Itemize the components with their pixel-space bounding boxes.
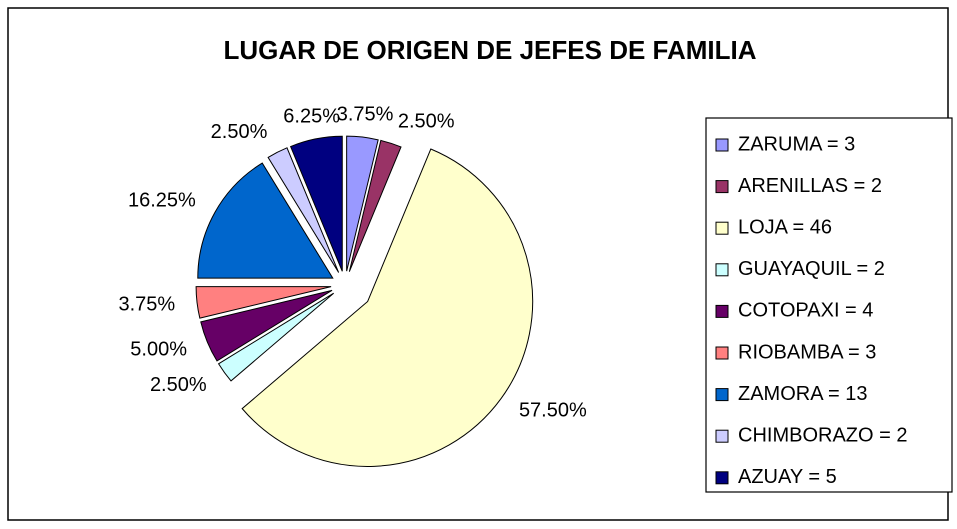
pie-slice [346, 135, 379, 272]
legend-swatch [715, 221, 729, 235]
pie-slice [200, 289, 333, 362]
data-label: 3.75% [337, 103, 394, 125]
legend-label: GUAYAQUIL = 2 [738, 258, 885, 280]
pie-slice [217, 292, 334, 382]
legend-label: ZAMORA = 13 [738, 383, 868, 405]
data-label: 6.25% [283, 106, 340, 128]
pie-slice [267, 147, 340, 273]
pie-slice [289, 135, 343, 272]
legend-swatch [715, 429, 729, 443]
legend-label: COTOPAXI = 4 [738, 300, 873, 322]
legend-label: ZARUMA = 3 [738, 133, 855, 155]
legend-swatch [715, 263, 729, 277]
legend-label: AZUAY = 5 [738, 466, 837, 488]
pie-slice [241, 148, 534, 467]
data-label: 3.75% [118, 293, 175, 315]
legend-swatch [715, 180, 729, 194]
legend-label: LOJA = 46 [738, 216, 832, 238]
legend-box [705, 117, 953, 493]
pie-slice [197, 162, 334, 279]
legend-swatch [715, 471, 729, 485]
legend-swatch [715, 138, 729, 152]
legend-label: RIOBAMBA = 3 [738, 341, 876, 363]
legend-swatch [715, 388, 729, 402]
data-label: 16.25% [128, 190, 196, 212]
data-label: 2.50% [150, 374, 207, 396]
data-label: 57.50% [519, 400, 587, 422]
data-label: 2.50% [211, 121, 268, 143]
legend-label: CHIMBORAZO = 2 [738, 424, 907, 446]
pie-slice [348, 139, 402, 272]
legend-label: ARENILLAS = 2 [738, 175, 882, 197]
chart-title: LUGAR DE ORIGEN DE JEFES DE FAMILIA [223, 35, 756, 65]
legend-swatch [715, 304, 729, 318]
legend-swatch [715, 346, 729, 360]
pie-slice [195, 286, 332, 319]
data-label: 2.50% [398, 111, 455, 133]
data-label: 5.00% [130, 339, 187, 361]
